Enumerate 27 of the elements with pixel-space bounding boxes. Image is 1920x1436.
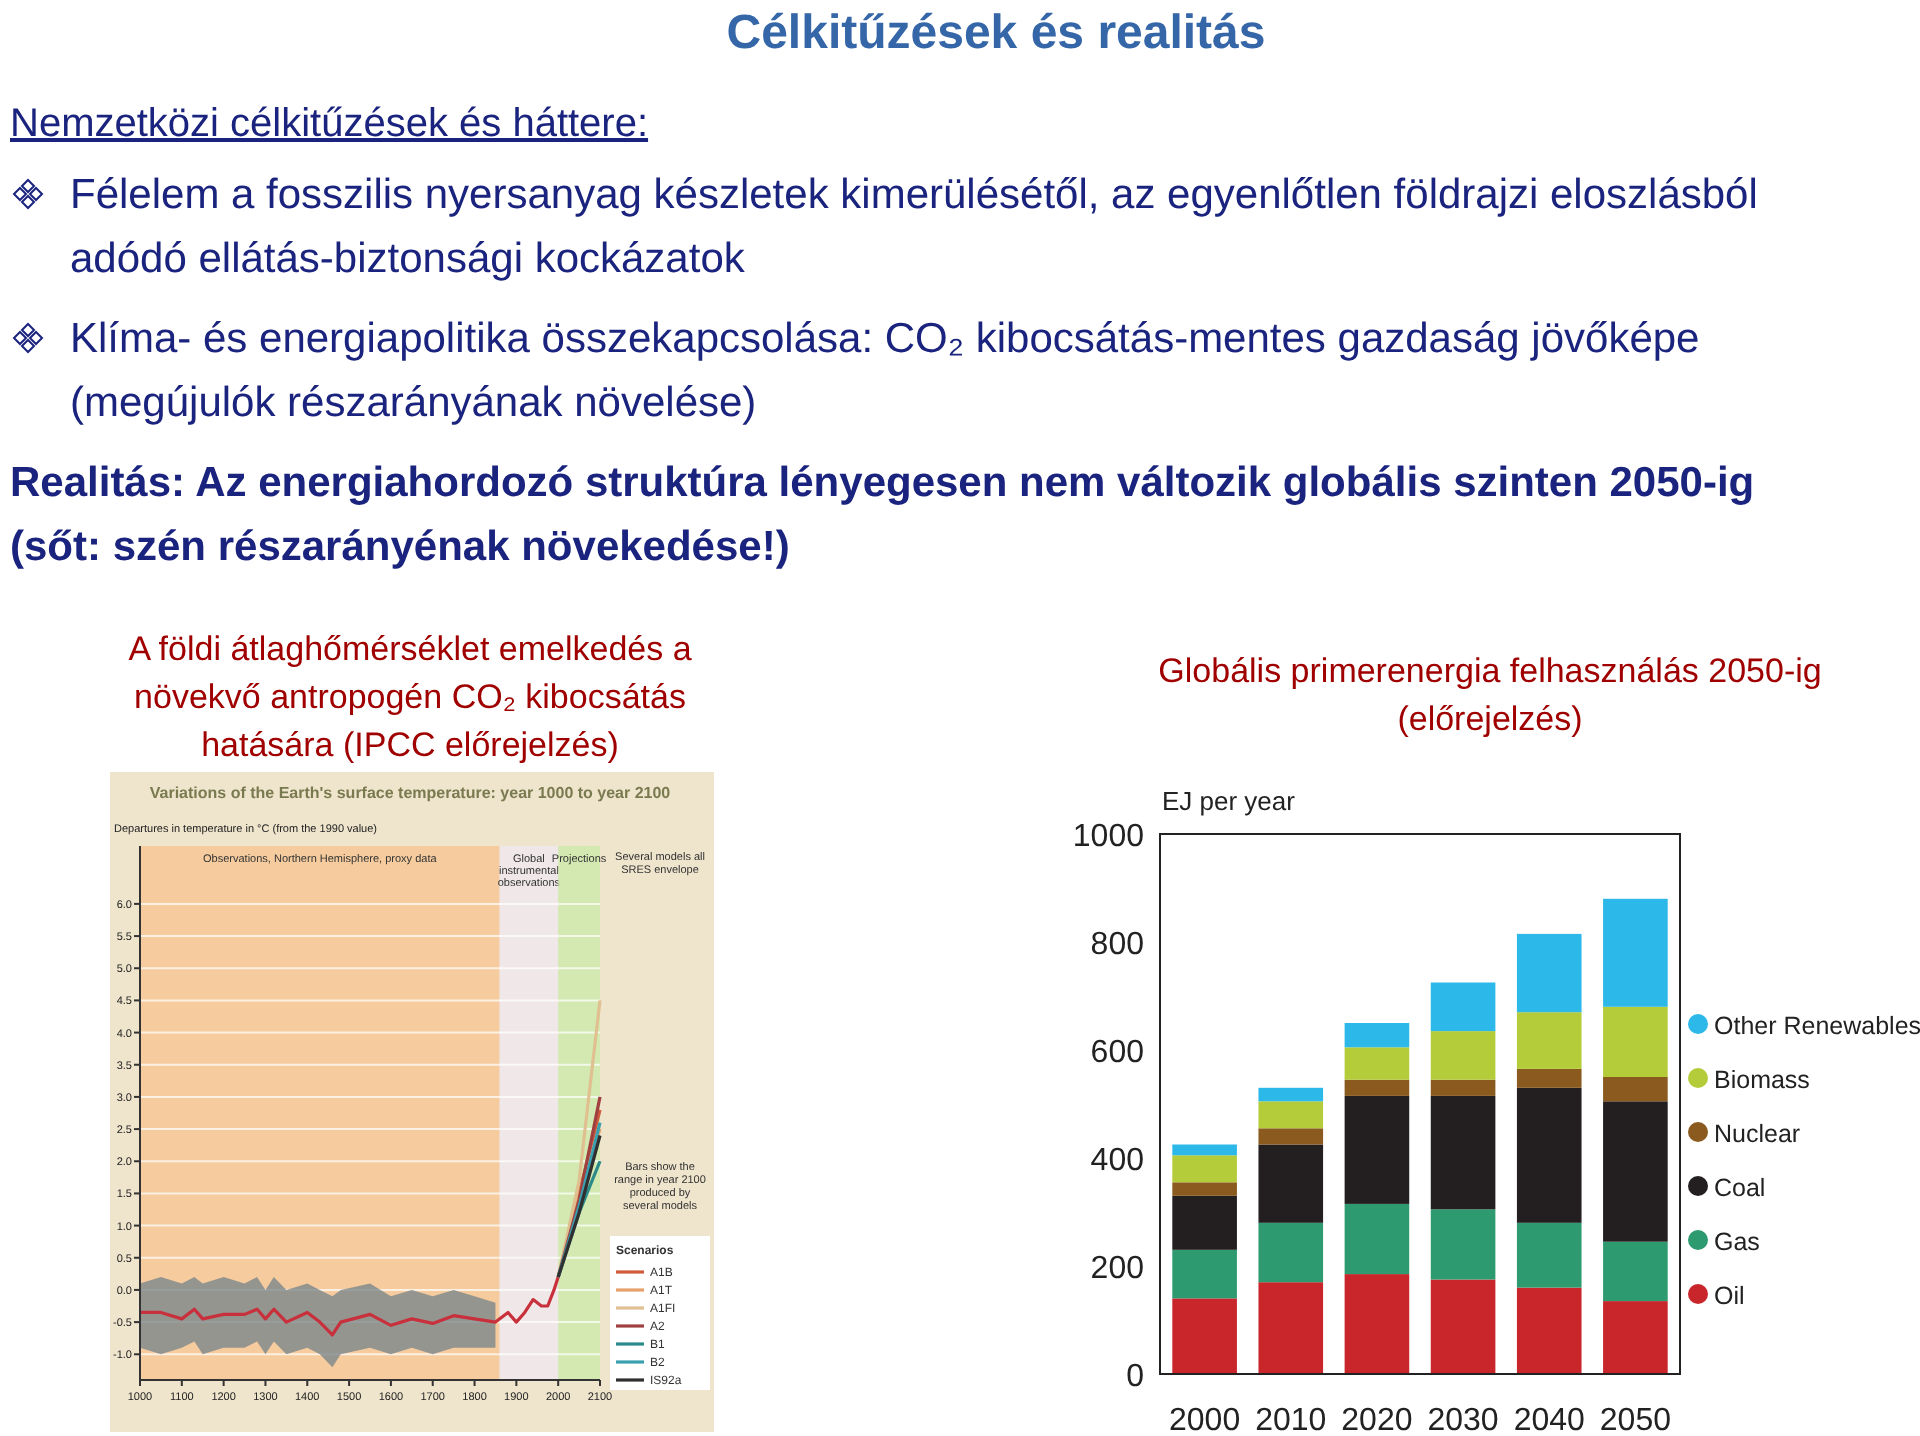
y-tick-label: 1000 xyxy=(1072,820,1145,854)
x-tick-label: 2030 xyxy=(1427,1404,1499,1436)
y-tick-label: 400 xyxy=(1090,1144,1145,1178)
x-tick-label: 2020 xyxy=(1341,1404,1413,1436)
x-tick-label: 2010 xyxy=(1255,1404,1327,1436)
legend-label: Coal xyxy=(1714,1174,1766,1202)
chart-title: Globális primerenergia felhasználás 2050-ig (előrejelzés) xyxy=(1158,652,1822,738)
legend-label: Oil xyxy=(1714,1282,1745,1310)
legend-label: Gas xyxy=(1714,1228,1760,1256)
y-tick-label: 600 xyxy=(1090,1036,1145,1070)
legend-label: Nuclear xyxy=(1714,1120,1801,1148)
text: Klíma- és energiapolitika összekapcsolása: CO₂ kibocsátás-mentes gazdaság jövőképe (megújulók részarányának növelése) xyxy=(70,316,1700,426)
y-axis-title: EJ per year xyxy=(1162,786,1297,816)
text: Félelem a fosszilis nyersanyag készletek kimerülésétől, az egyenlőtlen földrajzi eloszlásból adódó ellátás-biztonsági kockázatok xyxy=(70,172,1758,282)
x-tick-label: 2050 xyxy=(1599,1404,1672,1436)
y-tick-label: 800 xyxy=(1090,928,1145,962)
text: Célkitűzések és realitás xyxy=(726,6,1266,60)
legend-label: Biomass xyxy=(1714,1066,1810,1094)
x-tick-label: 2000 xyxy=(1169,1404,1241,1436)
y-tick-label: 0 xyxy=(1126,1360,1145,1394)
chart-title: A földi átlaghőmérséklet emelkedés a növekvő antropogén CO₂ kibocsátás hatására (IPCC előrejelzés) xyxy=(128,630,693,764)
chart-subtitle: Variations of the Earth's surface temperature: year 1000 to year 2100 xyxy=(149,784,672,802)
x-tick-label: 2040 xyxy=(1513,1404,1586,1436)
legend-label: Other Renewables xyxy=(1714,1012,1920,1040)
text: Nemzetközi célkitűzések és háttere: xyxy=(10,102,649,146)
text: Realitás: Az energiahordozó struktúra lényegesen nem változik globális szinten 2050-ig (sőt: szén részarányénak növekedése!) xyxy=(10,460,1755,570)
y-tick-label: 200 xyxy=(1090,1252,1145,1286)
